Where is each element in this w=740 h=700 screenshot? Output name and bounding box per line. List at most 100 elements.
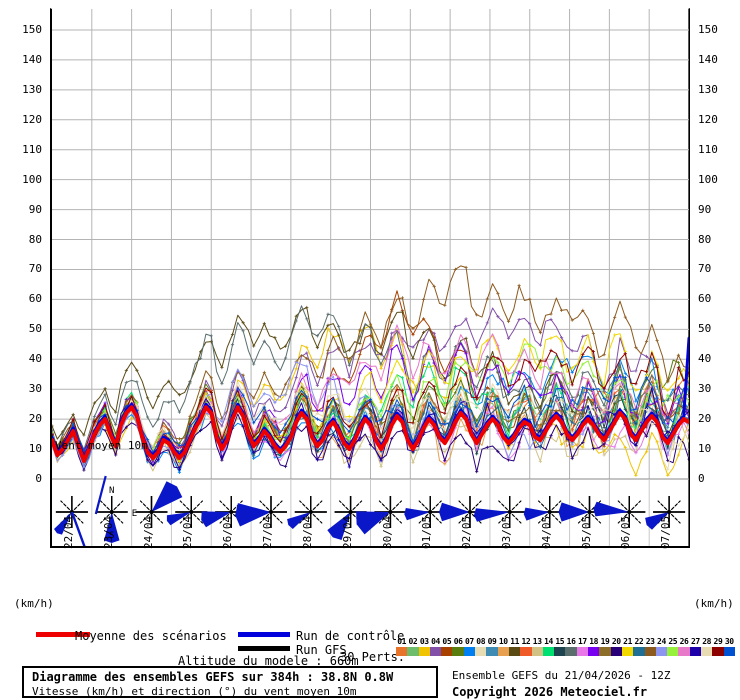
perturbation-count-label: 30 Perts.: [340, 650, 406, 664]
y-tick-label: 130: [22, 82, 42, 96]
perturbation-swatch-19: [599, 647, 611, 656]
perturbation-swatch-15: [554, 647, 566, 656]
perturbation-number: 07: [465, 637, 474, 646]
perturbation-swatch-28: [701, 647, 713, 656]
perturbation-swatch-17: [576, 647, 589, 656]
x-tick-label: 26/04: [221, 515, 235, 549]
perturbation-number: 17: [577, 637, 587, 646]
perturbation-swatch-11: [508, 647, 521, 656]
y-tick-label-right: 130: [698, 82, 718, 96]
y-tick-label: 60: [28, 292, 42, 306]
perturbation-number: 12: [521, 637, 531, 646]
perturbation-numbers: 01 02 03 04 05 06 07 08 09 10 11 12 13 14 15 16 17 18 19 20…: [396, 637, 735, 646]
perturbation-number: 18: [589, 637, 599, 646]
y-tick-label: 50: [28, 322, 42, 336]
perturbation-number: 15: [555, 637, 565, 646]
y-tick-label: 40: [28, 352, 42, 366]
y-tick-label-right: 50: [698, 322, 712, 336]
perturbation-swatch-14: [542, 647, 555, 656]
perturbation-swatch-30: [723, 647, 735, 656]
ensemble-run-info: Ensemble GEFS du 21/04/2026 - 12Z: [452, 669, 671, 682]
perturbation-number: 13: [532, 637, 542, 646]
svg-text:S: S: [109, 531, 114, 541]
perturbation-number: 19: [600, 637, 610, 646]
y-tick-label-right: 80: [698, 232, 712, 246]
x-tick-label: 07/05: [659, 515, 673, 549]
perturbation-swatch-13: [531, 647, 543, 656]
x-tick-label: 01/05: [420, 515, 434, 549]
y-tick-label-right: 0: [698, 472, 705, 485]
y-tick-label-right: 140: [698, 52, 718, 66]
perturbation-number: 30: [724, 637, 734, 646]
y-tick-label-right: 110: [698, 142, 718, 156]
perturbation-number: 04: [431, 637, 440, 646]
perturbation-number: 27: [690, 637, 700, 646]
ensemble-lines-layer: [52, 265, 689, 477]
y-tick-label-right: 120: [698, 112, 718, 126]
y-axis-unit-left: (km/h): [14, 597, 54, 610]
perturbation-number: 01: [397, 637, 407, 646]
x-tick-label: 24/04: [141, 515, 155, 549]
x-tick-label: 28/04: [300, 515, 314, 549]
y-tick-label: 120: [22, 112, 42, 126]
x-tick-label: 22/04: [62, 515, 75, 549]
x-tick-label: 02/05: [460, 515, 474, 549]
y-axis-unit-right: (km/h): [694, 597, 734, 610]
svg-text:E: E: [132, 509, 137, 519]
perturbation-number: 11: [510, 637, 520, 646]
legend-label-mean: Moyenne des scénarios: [75, 629, 227, 643]
x-tick-label: 29/04: [340, 515, 354, 549]
y-tick-label-right: 10: [698, 442, 712, 456]
y-tick-label: 20: [28, 412, 42, 426]
perturbation-number: 29: [713, 637, 723, 646]
legend-swatch-control: [238, 632, 290, 637]
altitude-note: Altitude du modele : 660m: [178, 654, 359, 668]
svg-text:N: N: [109, 486, 114, 496]
perturbation-swatch-18: [588, 647, 600, 656]
legend-label-control: Run de contrôle: [296, 629, 405, 643]
perturbation-swatch-22: [633, 647, 645, 656]
perturbation-swatch-03: [418, 647, 430, 656]
y-tick-label: 30: [28, 382, 42, 396]
wind-direction-barbs: N E S: [54, 475, 686, 546]
perturbation-number: 25: [668, 637, 678, 646]
y-tick-label-right: 40: [698, 352, 712, 366]
y-tick-label-right: 90: [698, 202, 712, 216]
perturbation-swatch-10: [497, 647, 509, 656]
perturbation-swatch-25: [667, 647, 679, 656]
perturbation-number: 05: [442, 637, 452, 646]
x-tick-label: 04/05: [539, 515, 553, 549]
y-tick-label: 140: [22, 52, 42, 66]
perturbation-swatch-02: [407, 647, 419, 656]
x-tick-label: 06/05: [619, 515, 633, 549]
y-tick-label: 70: [28, 262, 42, 276]
perturbation-number: 03: [419, 637, 429, 646]
perturbation-swatch-26: [678, 647, 690, 656]
y-tick-label-right: 70: [698, 262, 712, 276]
perturbation-number: 08: [476, 637, 486, 646]
perturbation-number: 23: [645, 637, 655, 646]
perturbation-swatch-24: [655, 647, 668, 656]
y-tick-label: 100: [22, 172, 42, 186]
y-tick-label-right: 100: [698, 172, 718, 186]
x-tick-label: 03/05: [499, 515, 513, 549]
perturbation-swatch-21: [621, 647, 634, 656]
chart-subtitle: Vitesse (km/h) et direction (°) du vent …: [32, 685, 357, 698]
copyright-notice: Copyright 2026 Meteociel.fr: [452, 685, 648, 699]
y-tick-label: 110: [22, 142, 42, 156]
y-tick-label: 80: [28, 232, 42, 246]
legend-label-gfs: Run GFS: [296, 643, 347, 657]
perturbation-swatch-09: [486, 647, 498, 656]
perturbation-number: 10: [498, 637, 508, 646]
plot-annotation-label: Vent moyen 10m: [55, 439, 148, 452]
perturbation-swatch-23: [644, 647, 656, 656]
y-tick-label-right: 20: [698, 412, 712, 426]
perturbation-swatch-01: [396, 647, 408, 656]
perturbation-swatch-05: [441, 647, 453, 656]
perturbation-colors: [396, 647, 735, 656]
perturbation-swatch-29: [712, 647, 724, 656]
chart-title: Diagramme des ensembles GEFS sur 384h : …: [32, 670, 394, 684]
perturbation-swatch-07: [463, 647, 476, 656]
perturbation-number: 14: [544, 637, 553, 646]
